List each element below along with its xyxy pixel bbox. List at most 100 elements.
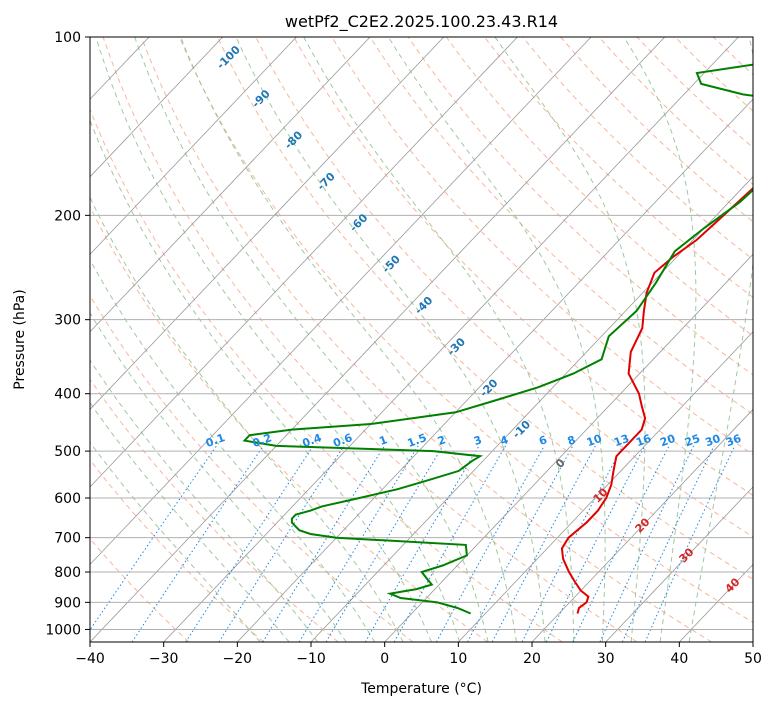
- mixing-ratio-label: 0.4: [301, 431, 324, 450]
- mixing-ratio-line: [545, 445, 646, 642]
- dry-adiabat-line: [90, 205, 488, 642]
- moist-adiabat-line: [303, 37, 575, 642]
- isotherm-line: [237, 98, 753, 642]
- isotherm-value-label: -90: [249, 87, 272, 110]
- isotherm-line: [90, 37, 666, 642]
- y-tick-label: 200: [54, 208, 81, 224]
- dry-adiabat-line: [522, 37, 753, 260]
- moist-adiabat-line: [134, 37, 489, 642]
- mixing-ratio-line: [467, 445, 574, 642]
- mixing-ratio-label: 8: [566, 433, 578, 448]
- dry-adiabat-line: [751, 37, 753, 40]
- dry-adiabat-line: [90, 294, 414, 642]
- mixing-ratio-line: [435, 445, 545, 642]
- y-tick-label: 400: [54, 387, 81, 403]
- y-tick-label: 600: [54, 491, 81, 507]
- isotherm-line: [90, 37, 297, 255]
- y-tick-label: 700: [54, 531, 81, 547]
- isotherm-value-label: -60: [347, 211, 370, 234]
- mixing-ratio-label: 6: [537, 433, 549, 448]
- isotherm-value-label: -100: [214, 43, 243, 72]
- dry-adiabat-line: [331, 37, 753, 456]
- mixing-ratio-line: [185, 445, 314, 642]
- moist-adiabat-line: [90, 359, 319, 642]
- dry-adiabat-line: [484, 37, 753, 298]
- isotherm-line: [384, 253, 753, 642]
- x-tick-label: 40: [670, 651, 688, 667]
- x-tick-label: −20: [223, 651, 253, 667]
- moist-adiabat-line: [688, 37, 753, 642]
- y-tick-label: 500: [54, 444, 81, 460]
- dry-adiabat-line: [560, 37, 753, 223]
- y-tick-label: 1000: [45, 622, 81, 638]
- dry-adiabat-line: [90, 459, 264, 642]
- dry-adiabat-line: [217, 37, 753, 580]
- dry-adiabat-line: [255, 37, 753, 538]
- moist-adiabat-line: [95, 37, 461, 642]
- background-lines: [0, 37, 753, 642]
- mixing-ratio-line: [491, 445, 596, 642]
- x-axis-label: Temperature (°C): [360, 681, 482, 697]
- isotherm-line: [679, 563, 753, 642]
- moist-adiabat-line: [90, 258, 376, 642]
- isotherm-line: [90, 37, 371, 333]
- mixing-ratio-label: 13: [612, 432, 631, 449]
- mixing-ratio-label: 10: [585, 432, 604, 450]
- y-tick-label: 900: [54, 595, 81, 611]
- moist-adiabat-line: [90, 312, 347, 642]
- mixing-ratio-label: 25: [683, 432, 702, 449]
- mixing-ratio-line: [298, 445, 419, 642]
- moist-adiabat-line: [623, 37, 697, 642]
- mixing-ratio-label: 30: [703, 432, 722, 450]
- x-tick-label: 10: [449, 651, 467, 667]
- isotherm-line: [531, 408, 753, 642]
- mixing-ratio-line: [572, 445, 670, 642]
- y-tick-label: 100: [54, 30, 81, 46]
- moist-adiabat-line: [90, 119, 432, 642]
- mixing-ratio-label: 1.5: [406, 431, 429, 450]
- y-axis: 1000 900 800 700 600 500 400 300 200 100: [45, 30, 90, 638]
- mixing-ratio-line: [621, 445, 715, 642]
- mixing-ratio-label: 20: [658, 432, 677, 450]
- isotherm-line: [90, 37, 592, 566]
- mixing-ratio-label: 0.2: [251, 431, 274, 450]
- dewpoint-profile-line: [242, 63, 753, 615]
- x-axis: −40 −30 −20 −10 0 10 20 30 40 50: [75, 642, 762, 667]
- plot-frame: [89, 36, 754, 643]
- mixing-ratio-label: 1: [377, 433, 389, 448]
- dry-adiabat-line: [102, 37, 638, 642]
- moist-adiabat-line: [387, 37, 606, 642]
- isotherm-line: [90, 37, 518, 488]
- moist-adiabat-line: [90, 441, 261, 642]
- moist-adiabat-label: 10: [591, 485, 611, 505]
- x-tick-label: 30: [597, 651, 615, 667]
- y-axis-label: Pressure (hPa): [12, 289, 28, 389]
- chart-title: wetPf2_C2E2.2025.100.23.43.R14: [285, 12, 558, 32]
- dry-adiabat-line: [90, 108, 563, 642]
- isotherm-value-label: -80: [282, 128, 305, 151]
- dry-adiabat-line: [636, 37, 753, 149]
- x-tick-label: −10: [296, 651, 326, 667]
- mixing-ratio-line: [131, 445, 264, 642]
- x-tick-label: −30: [149, 651, 179, 667]
- mixing-ratio-label: 0.1: [204, 431, 227, 450]
- mixing-ratio-line: [599, 445, 695, 642]
- dry-adiabat-line: [293, 37, 753, 496]
- isotherm-line: [0, 37, 2, 642]
- mixing-ratio-label: 0.6: [331, 431, 354, 450]
- temperature-profile-line: [560, 187, 753, 614]
- x-tick-label: −40: [75, 651, 105, 667]
- x-tick-label: 20: [523, 651, 541, 667]
- dry-adiabat-line: [407, 37, 753, 376]
- dry-adiabat-line: [90, 378, 339, 642]
- isotherm-value-label: -70: [315, 170, 338, 193]
- isotherm-line: [605, 486, 753, 642]
- mixing-ratio-label: 16: [634, 432, 653, 450]
- moist-adiabat-line: [90, 196, 404, 642]
- isotherm-line: [90, 37, 224, 178]
- mixing-ratio-label: 4: [499, 433, 511, 448]
- isotherm-line: [90, 37, 445, 410]
- x-tick-label: 0: [380, 651, 389, 667]
- dry-adiabat-line: [90, 537, 190, 642]
